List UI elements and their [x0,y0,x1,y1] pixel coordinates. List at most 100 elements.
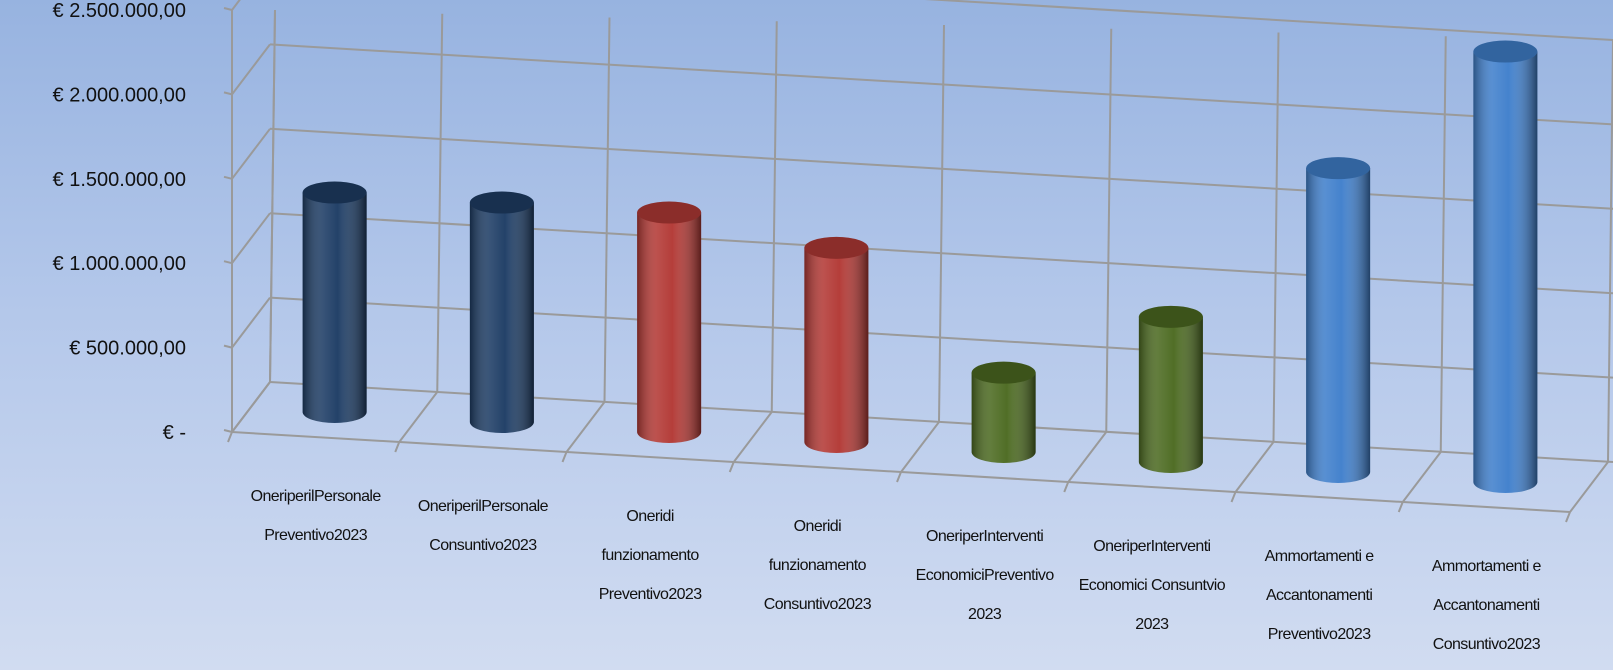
category-label: Oneridi funzionamento Consuntivo2023 [764,518,873,613]
category-label-line: EconomiciPreventivo [916,567,1055,584]
floor-gridline [1067,431,1108,483]
side-wall-gridline [231,43,271,96]
bar-top [1473,40,1538,63]
y-axis-tick [223,429,233,433]
bar-top [637,201,702,224]
y-axis-tick [223,260,233,265]
category-label: Oneridi funzionamento Preventivo2023 [599,508,703,603]
category-label-line: Economici Consuntvio [1079,577,1226,594]
bar [302,181,367,424]
bar-shading [804,247,869,454]
category-label-line: Preventivo2023 [599,586,702,603]
category-label-line: funzionamento [769,557,867,574]
y-tick-label: € 1.000.000,00 [53,253,186,275]
bar [469,191,534,433]
bars [302,40,1538,494]
category-label-line: Preventivo2023 [1268,626,1371,643]
bar-top [1138,305,1203,328]
category-label-line: OneriperilPersonale [418,498,549,515]
category-label-line: Accantonamenti [1433,597,1539,614]
side-wall-gridline [231,212,271,264]
bar-top-shade [804,236,869,259]
back-wall-horizontal-gridline [269,43,1613,126]
bar [1138,305,1203,473]
category-label-line: Ammortamenti e [1432,558,1542,575]
y-tick-label: € 1.500.000,00 [53,169,186,191]
category-label: OneriperInterventi Economici Consuntvio 20… [1079,538,1227,633]
floor-gridline [1234,441,1275,493]
category-label: Ammortamenti e Accantonamenti Preventivo20… [1265,548,1375,643]
floor-gridline [565,401,606,453]
floor-gridline [1401,451,1442,503]
bar-shading [469,202,534,433]
side-wall-gridline [231,128,271,180]
category-label-line: Consuntivo2023 [429,537,537,554]
bar-top [302,181,367,204]
bar-shading [1306,168,1371,483]
floor-gridline [732,411,773,463]
back-left-edge [269,9,276,383]
x-axis-tick [1230,491,1237,503]
x-axis-tick [1397,501,1404,513]
side-wall-gridline [231,0,241,11]
x-axis-tick [728,461,735,473]
bar-top-shade [302,181,367,204]
category-label: OneriperilPersonale Consuntivo2023 [418,498,549,554]
x-axis-tick [1565,511,1571,523]
bar [804,236,869,454]
category-label-line: 2023 [1135,616,1169,633]
floor-gridline [900,421,940,473]
plot-grid [227,0,1613,523]
y-tick-label: € 2.500.000,00 [53,0,186,22]
y-tick-label: € - [163,422,186,444]
bar-top [804,236,869,259]
back-wall-vertical-gridline [770,21,778,413]
category-label-line: Consuntivo2023 [1433,636,1541,653]
category-label: OneriperInterventi EconomiciPreventivo 202… [916,528,1055,623]
y-axis-tick [223,344,233,349]
category-label-line: OneriperilPersonale [251,488,382,505]
back-wall-vertical-gridline [938,24,945,423]
bar-top [1306,157,1371,180]
back-wall-vertical-gridline [1607,39,1613,463]
category-label-line: Ammortamenti e [1265,548,1375,565]
bar [1306,157,1371,483]
bar-shading [971,372,1036,464]
x-axis-tick [1063,481,1070,493]
bar-top-shade [971,361,1036,384]
y-axis-tick [223,7,233,11]
side-wall-gridline [231,381,271,433]
category-label-line: 2023 [968,606,1002,623]
bar-top-shade [469,191,534,214]
category-label-line: Oneridi [794,518,841,535]
category-label-line: OneriperInterventi [926,528,1043,545]
bar [637,201,702,443]
y-tick-label: € 500.000,00 [69,338,186,360]
back-wall-vertical-gridline [1439,36,1447,453]
category-label-line: OneriperInterventi [1093,538,1210,555]
category-label-line: Preventivo2023 [264,527,367,544]
x-axis-tick [561,451,568,463]
bar-shading [1473,51,1538,494]
back-wall-vertical-gridline [1105,28,1113,433]
category-label-line: Consuntivo2023 [764,596,872,613]
y-axis-tick-labels: € - € 500.000,00 € 1.000.000,00 € 1.500.000… [53,0,233,444]
bar-top-shade [1473,40,1538,63]
bar [1473,40,1538,494]
category-label-line: Accantonamenti [1266,587,1372,604]
bar [971,361,1036,464]
x-axis-tick [394,441,401,453]
bar-shading [637,212,702,443]
y-axis-tick [223,91,233,96]
bar-shading [302,192,367,424]
x-axis-tick [227,431,233,443]
y-tick-label: € 2.000.000,00 [53,84,186,106]
back-wall-horizontal-gridline [269,127,1613,210]
x-axis-tick [896,471,902,483]
category-label-line: Oneridi [626,508,673,525]
bar-top-shade [637,201,702,224]
y-axis-tick [223,175,233,180]
floor-gridline [398,391,439,443]
side-wall-gridline [231,296,271,349]
